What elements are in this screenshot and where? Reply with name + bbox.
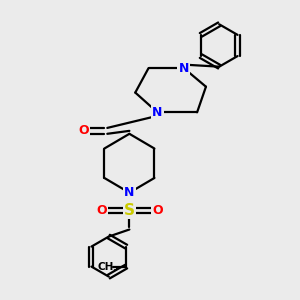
Text: O: O	[152, 204, 163, 217]
Text: O: O	[96, 204, 107, 217]
Text: N: N	[124, 186, 135, 199]
Text: N: N	[179, 61, 189, 75]
Text: CH₃: CH₃	[98, 262, 119, 272]
Text: N: N	[179, 61, 189, 75]
Text: O: O	[78, 124, 89, 137]
Text: S: S	[124, 203, 135, 218]
Text: N: N	[152, 106, 163, 119]
